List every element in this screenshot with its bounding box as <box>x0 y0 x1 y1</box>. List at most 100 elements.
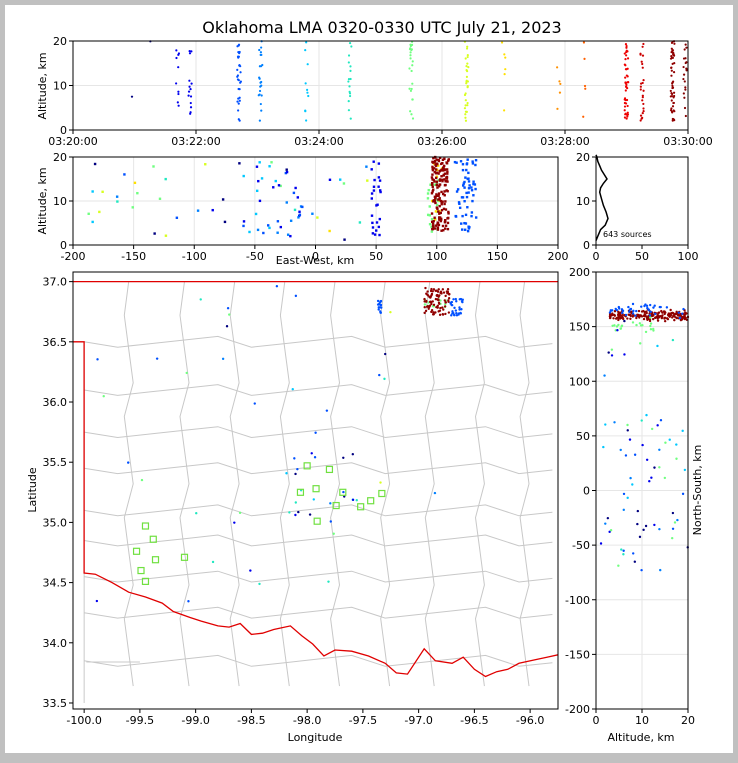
ew-source-point <box>431 160 434 164</box>
ew-source-point <box>433 159 437 163</box>
map-source-point <box>436 306 439 309</box>
ew-source-point <box>466 177 469 181</box>
ew-source-point <box>443 220 447 223</box>
ew-source-point <box>436 163 439 166</box>
ew-source-point <box>440 229 443 232</box>
ew-source-point <box>266 224 270 227</box>
map-source-point <box>378 373 381 377</box>
time-source-point <box>306 91 309 94</box>
time-source-point <box>639 53 642 56</box>
ew-source-point <box>279 225 283 229</box>
ew-source-point <box>445 177 449 180</box>
map-source-point <box>233 521 236 524</box>
ew-source-point <box>242 174 245 178</box>
ns-source-point <box>599 542 603 545</box>
time-source-point <box>466 45 469 48</box>
ew-source-point <box>443 190 446 193</box>
map-source-point <box>427 307 430 310</box>
ew-source-point <box>372 160 375 163</box>
map-source-point <box>211 560 215 564</box>
ew-source-point <box>276 220 280 223</box>
ew-source-point <box>446 159 450 162</box>
ew-source-point <box>437 194 440 197</box>
ew-source-point <box>468 184 471 187</box>
time-source-point <box>189 106 193 109</box>
time-source-point <box>238 96 241 99</box>
time-source-point <box>467 65 470 69</box>
map-source-point <box>441 313 445 316</box>
ew-source-point <box>447 210 450 214</box>
time-source-point <box>685 46 688 49</box>
ew-source-point <box>377 162 381 165</box>
map-source-point <box>451 312 454 315</box>
time-source-point <box>410 43 414 47</box>
map-source-point <box>453 313 456 317</box>
ew-source-point <box>428 222 432 226</box>
time-source-point <box>411 60 414 63</box>
time-source-point <box>259 102 262 106</box>
y-tick-label: 36.0 <box>43 396 68 409</box>
ns-source-point <box>661 316 664 319</box>
time-source-point <box>466 62 469 65</box>
ew-source-point <box>436 226 440 229</box>
time-source-point <box>503 109 506 112</box>
ns-source-point <box>628 313 632 316</box>
ns-source-point <box>669 308 672 312</box>
map-source-point <box>296 467 299 471</box>
ns-source-point <box>626 317 629 320</box>
lma-station-marker <box>296 488 305 496</box>
ew-source-point <box>164 177 167 181</box>
time-source-point <box>305 119 308 122</box>
time-source-point <box>684 86 687 89</box>
time-source-point <box>500 41 504 44</box>
time-source-point <box>641 81 644 85</box>
ew-source-point <box>467 171 470 175</box>
map-source-point <box>455 311 458 315</box>
ew-source-point <box>286 233 290 236</box>
time-source-point <box>304 82 307 85</box>
time-source-point <box>238 99 241 102</box>
county-line <box>84 335 553 348</box>
time-source-point <box>350 45 353 48</box>
ew-source-point <box>438 216 441 219</box>
time-source-point <box>187 94 190 97</box>
time-source-point <box>669 95 672 98</box>
x-tick-label: -97.5 <box>349 714 377 727</box>
time-source-point <box>685 68 688 72</box>
ew-source-point <box>440 203 443 206</box>
ns-source-point <box>656 319 660 322</box>
time-source-point <box>464 116 467 119</box>
p4-ylabel: Latitude <box>26 467 39 513</box>
ew-source-point <box>223 220 227 224</box>
ew-source-point <box>444 200 447 203</box>
ns-source-point <box>608 530 611 534</box>
ns-source-point <box>668 438 671 441</box>
map-source-point <box>377 308 380 311</box>
ew-source-point <box>372 189 376 192</box>
map-source-point <box>195 512 198 515</box>
ew-source-point <box>298 210 301 213</box>
time-source-point <box>671 62 674 65</box>
map-source-point <box>450 300 454 304</box>
ns-source-point <box>670 536 674 540</box>
ew-source-point <box>438 183 442 186</box>
map-source-point <box>430 308 434 312</box>
ew-source-point <box>433 195 437 198</box>
time-source-point <box>559 82 562 86</box>
map-source-point <box>294 472 297 476</box>
ew-source-point <box>438 178 442 181</box>
time-source-point <box>177 90 180 93</box>
time-source-point <box>670 66 673 69</box>
map-source-point <box>459 311 462 315</box>
time-source-point <box>305 41 308 44</box>
time-source-point <box>626 50 629 53</box>
ew-source-point <box>434 176 438 180</box>
map-source-point <box>285 472 288 475</box>
ew-source-point <box>136 191 139 195</box>
ns-source-point <box>621 309 625 313</box>
map-source-point <box>432 311 435 314</box>
time-source-point <box>348 94 352 98</box>
time-source-point <box>465 65 468 68</box>
map-source-point <box>439 306 442 310</box>
lma-station-marker <box>367 497 375 505</box>
